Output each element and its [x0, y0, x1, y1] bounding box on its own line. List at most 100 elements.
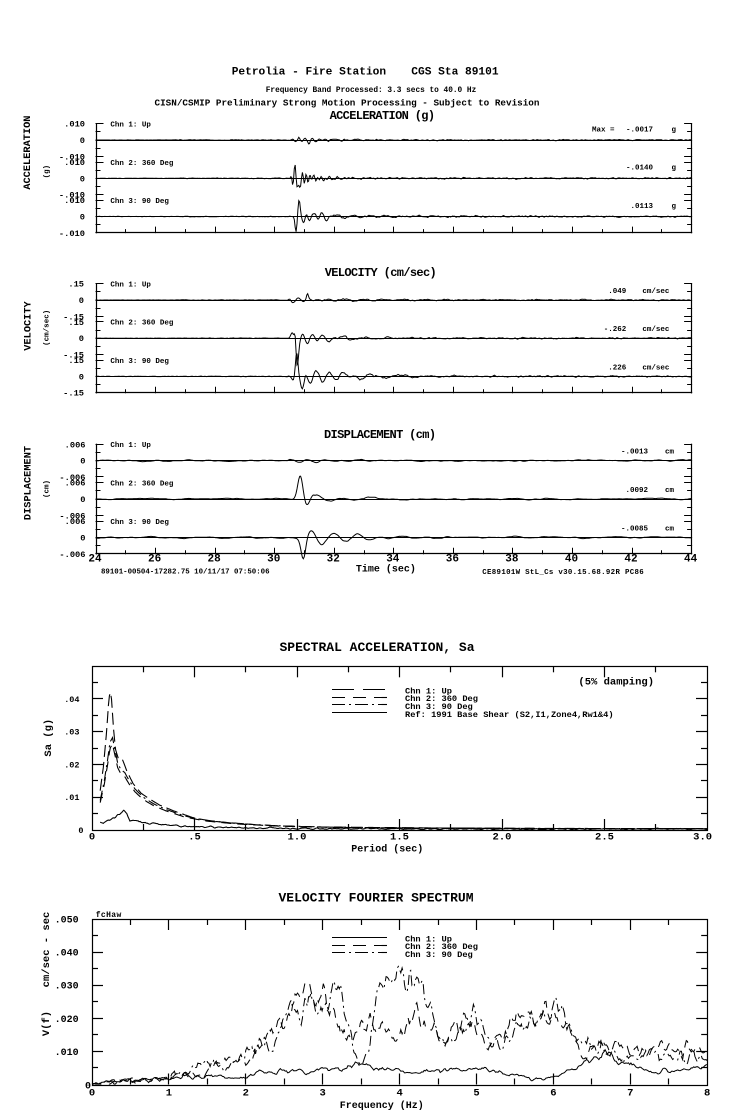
svg-text:ACCELERATION (g): ACCELERATION (g): [330, 109, 435, 123]
svg-text:.04: .04: [64, 695, 79, 705]
svg-text:.226: .226: [608, 364, 627, 372]
svg-text:.006: .006: [65, 479, 86, 489]
svg-text:.01: .01: [64, 793, 79, 803]
svg-text:Chn 2: 360 Deg: Chn 2: 360 Deg: [405, 694, 478, 704]
svg-text:40: 40: [565, 554, 578, 566]
svg-text:2.5: 2.5: [595, 832, 614, 844]
svg-text:Chn 1: Up: Chn 1: Up: [110, 282, 151, 290]
svg-text:0: 0: [89, 1088, 95, 1100]
svg-text:VELOCITY: VELOCITY: [23, 300, 35, 350]
svg-text:(cm): (cm): [44, 480, 52, 498]
svg-text:1.5: 1.5: [390, 832, 409, 844]
svg-text:-.0017: -.0017: [626, 126, 653, 134]
svg-text:3: 3: [320, 1088, 326, 1100]
svg-text:Chn 3: 90 Deg: Chn 3: 90 Deg: [405, 950, 473, 960]
svg-text:-.010: -.010: [59, 191, 85, 201]
svg-text:Chn 2: 360 Deg: Chn 2: 360 Deg: [405, 942, 478, 952]
svg-text:g: g: [672, 165, 677, 173]
svg-text:1.0: 1.0: [288, 832, 307, 844]
svg-text:.010: .010: [64, 196, 85, 206]
svg-text:Chn 3: 90 Deg: Chn 3: 90 Deg: [110, 198, 169, 206]
svg-text:32: 32: [327, 554, 340, 566]
svg-text:ACCELERATION: ACCELERATION: [22, 116, 34, 190]
svg-text:cm: cm: [665, 487, 675, 495]
svg-text:cm/sec - sec: cm/sec - sec: [41, 912, 53, 988]
svg-text:3.0: 3.0: [693, 832, 712, 844]
svg-text:Sa (g): Sa (g): [43, 719, 55, 757]
svg-text:.049: .049: [608, 288, 627, 296]
svg-text:44: 44: [684, 554, 698, 566]
svg-text:fcHaw: fcHaw: [96, 911, 122, 920]
svg-text:.5: .5: [188, 832, 201, 844]
svg-text:38: 38: [505, 554, 519, 566]
svg-text:-.0013: -.0013: [621, 449, 649, 457]
svg-text:2.0: 2.0: [493, 832, 512, 844]
svg-text:-.010: -.010: [59, 152, 85, 162]
svg-text:.15: .15: [68, 280, 84, 290]
svg-text:Frequency Band Processed: 3.3: Frequency Band Processed: 3.3 secs to 40…: [266, 87, 477, 95]
svg-text:7: 7: [627, 1088, 633, 1100]
svg-text:.050: .050: [55, 916, 79, 927]
svg-text:6: 6: [550, 1088, 556, 1100]
svg-text:Chn 2: 360 Deg: Chn 2: 360 Deg: [110, 320, 174, 328]
svg-text:.010: .010: [64, 120, 85, 130]
svg-text:0: 0: [80, 534, 85, 544]
svg-text:-.15: -.15: [63, 351, 84, 361]
svg-text:34: 34: [386, 554, 400, 566]
svg-text:0: 0: [79, 372, 84, 382]
svg-text:.020: .020: [55, 1015, 79, 1026]
svg-text:0: 0: [80, 174, 85, 184]
svg-text:24: 24: [88, 554, 102, 566]
svg-text:Chn 2: 360 Deg: Chn 2: 360 Deg: [110, 481, 174, 489]
svg-text:-.006: -.006: [59, 550, 85, 560]
svg-text:cm/sec: cm/sec: [642, 288, 670, 296]
svg-text:-.15: -.15: [63, 312, 84, 322]
svg-text:42: 42: [624, 554, 637, 566]
svg-text:.02: .02: [64, 760, 79, 770]
svg-text:.0113: .0113: [630, 203, 653, 211]
svg-text:(cm/sec): (cm/sec): [44, 310, 52, 346]
svg-text:0: 0: [78, 826, 83, 836]
svg-text:V(f): V(f): [41, 1011, 53, 1036]
svg-text:Petrolia - Fire Station: Petrolia - Fire Station: [232, 67, 387, 79]
svg-text:Chn 2: 360 Deg: Chn 2: 360 Deg: [110, 160, 174, 168]
svg-text:DISPLACEMENT: DISPLACEMENT: [23, 446, 35, 520]
svg-text:4: 4: [396, 1088, 402, 1100]
svg-text:.010: .010: [55, 1048, 79, 1059]
svg-text:-.006: -.006: [59, 511, 85, 521]
svg-text:.006: .006: [65, 440, 86, 450]
svg-text:.15: .15: [68, 356, 84, 366]
svg-text:-.006: -.006: [59, 473, 85, 483]
svg-text:CE89101W StL_Cs v30.15.68.92: CE89101W StL_Cs v30.15.68.92R PC86: [482, 569, 644, 577]
svg-text:8: 8: [704, 1088, 710, 1100]
svg-text:SPECTRAL ACCELERATION, Sa: SPECTRAL ACCELERATION, Sa: [279, 640, 474, 655]
svg-text:1: 1: [166, 1088, 172, 1100]
svg-text:-.0140: -.0140: [626, 165, 654, 173]
svg-text:-.262: -.262: [604, 326, 627, 334]
svg-text:Chn 1: Up: Chn 1: Up: [110, 122, 151, 130]
svg-text:Chn 1: Up: Chn 1: Up: [405, 686, 452, 696]
svg-text:Chn 3: 90 Deg: Chn 3: 90 Deg: [110, 519, 169, 527]
svg-text:Chn 1: Up: Chn 1: Up: [110, 442, 151, 450]
svg-text:30: 30: [267, 554, 280, 566]
svg-text:0: 0: [79, 296, 84, 306]
svg-text:.010: .010: [64, 158, 85, 168]
svg-text:.15: .15: [68, 318, 84, 328]
svg-text:(5% damping): (5% damping): [578, 676, 654, 688]
svg-text:36: 36: [446, 554, 459, 566]
svg-text:Chn 1: Up: Chn 1: Up: [405, 935, 452, 945]
svg-text:(g): (g): [44, 165, 52, 179]
svg-text:0: 0: [80, 495, 85, 505]
svg-text:Frequency (Hz): Frequency (Hz): [340, 1100, 424, 1112]
svg-text:g: g: [672, 203, 677, 211]
svg-text:Time (sec): Time (sec): [356, 564, 416, 576]
svg-text:.006: .006: [65, 517, 86, 527]
svg-text:Max =: Max =: [592, 126, 615, 134]
svg-text:0: 0: [80, 136, 85, 146]
svg-text:cm: cm: [665, 526, 675, 534]
svg-text:0: 0: [80, 457, 85, 467]
svg-text:VELOCITY FOURIER SPECTRUM: VELOCITY FOURIER SPECTRUM: [278, 891, 473, 906]
svg-text:Ref: 1991 Base Shear (S2,I1,Zo: Ref: 1991 Base Shear (S2,I1,Zone4,Rw1&4): [405, 710, 614, 720]
svg-text:cm: cm: [665, 449, 675, 457]
svg-text:.03: .03: [64, 728, 79, 738]
